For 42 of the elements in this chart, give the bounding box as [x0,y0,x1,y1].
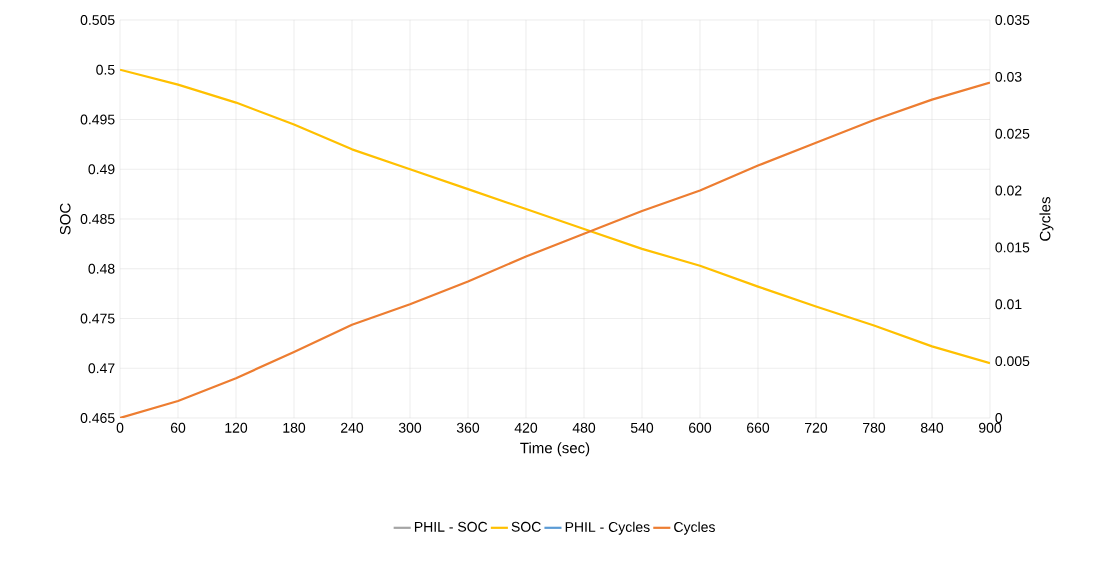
y2-tick-label: 0 [995,413,1003,423]
y2-tick-label: 0.005 [995,356,1030,367]
y-tick-label: 0.5 [96,64,115,75]
y-tick-label: 0.465 [80,413,115,423]
x-tick-label: 600 [689,422,712,433]
x-axis-title: Time (sec) [520,442,590,457]
y-tick-label: 0.505 [80,15,115,25]
y-tick-label: 0.48 [88,263,115,274]
y-tick-label: 0.49 [88,164,115,175]
y-tick-label: 0.485 [80,214,115,224]
x-tick-label: 120 [225,422,248,433]
legend-label: PHIL - SOC [414,521,488,532]
x-tick-label: 240 [341,422,364,433]
x-tick-label: 180 [283,422,306,433]
y-tick-label: 0.495 [80,114,115,125]
x-tick-label: 60 [170,422,186,433]
y2-tick-label: 0.03 [995,71,1022,82]
line-series [120,68,990,365]
y2-tick-label: 0.02 [995,185,1022,196]
x-tick-label: 0 [116,422,124,433]
y-axis-title: SOC [59,203,71,235]
legend-label: Cycles [674,521,715,535]
y-tick-label: 0.475 [80,313,115,324]
y2-axis-title: Cycles [1039,197,1054,241]
legend-label: PHIL - Cycles [565,521,650,535]
y2-tick-label: 0.025 [995,128,1030,139]
legend-label: SOC [511,521,541,532]
x-tick-label: 360 [456,422,480,433]
y2-tick-label: 0.015 [995,242,1030,253]
x-tick-label: 720 [805,422,828,433]
x-tick-label: 480 [572,422,596,433]
x-tick-label: 540 [630,422,654,433]
y-tick-label: 0.47 [88,363,115,374]
x-tick-label: 780 [863,422,886,433]
x-tick-label: 420 [514,422,538,433]
y2-tick-label: 0.035 [995,15,1030,25]
x-tick-label: 900 [978,422,1002,433]
line-series [120,81,990,418]
x-tick-label: 840 [920,422,944,433]
y2-tick-label: 0.01 [995,299,1022,310]
x-tick-label: 300 [398,422,422,433]
x-tick-label: 660 [747,422,770,433]
